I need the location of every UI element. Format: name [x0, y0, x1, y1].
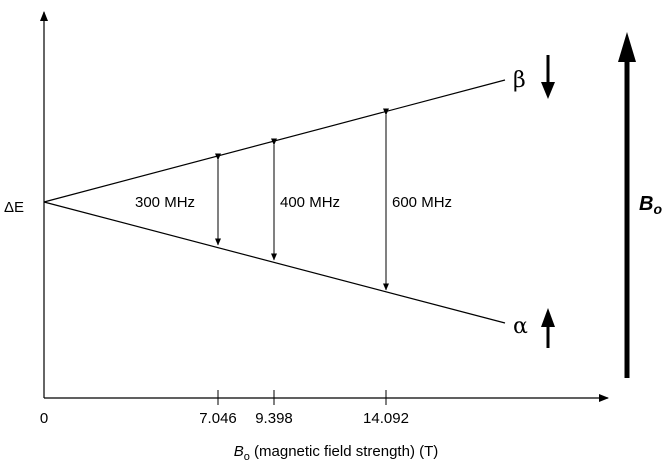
- splitting-label-300: 300 MHz: [135, 194, 195, 211]
- alpha-state-label: α: [513, 314, 528, 339]
- y-axis-label: ΔE: [4, 199, 24, 216]
- beta-state-label: β: [513, 68, 526, 93]
- x-tick-label: 14.092: [363, 410, 409, 427]
- field-arrow-label: Bo: [639, 193, 662, 217]
- spin-up-arrow-icon: [541, 308, 555, 348]
- splitting-label-600: 600 MHz: [392, 194, 452, 211]
- x-tick-label: 9.398: [255, 410, 293, 427]
- spin-down-arrow-icon: [541, 55, 555, 99]
- origin-label: 0: [40, 410, 48, 427]
- alpha-level-line: [43, 201, 506, 324]
- x-axis-label: Bo (magnetic field strength) (T): [234, 443, 439, 463]
- splitting-label-400: 400 MHz: [280, 194, 340, 211]
- x-tick-label: 7.046: [199, 410, 237, 427]
- field-arrow-icon: [618, 32, 636, 378]
